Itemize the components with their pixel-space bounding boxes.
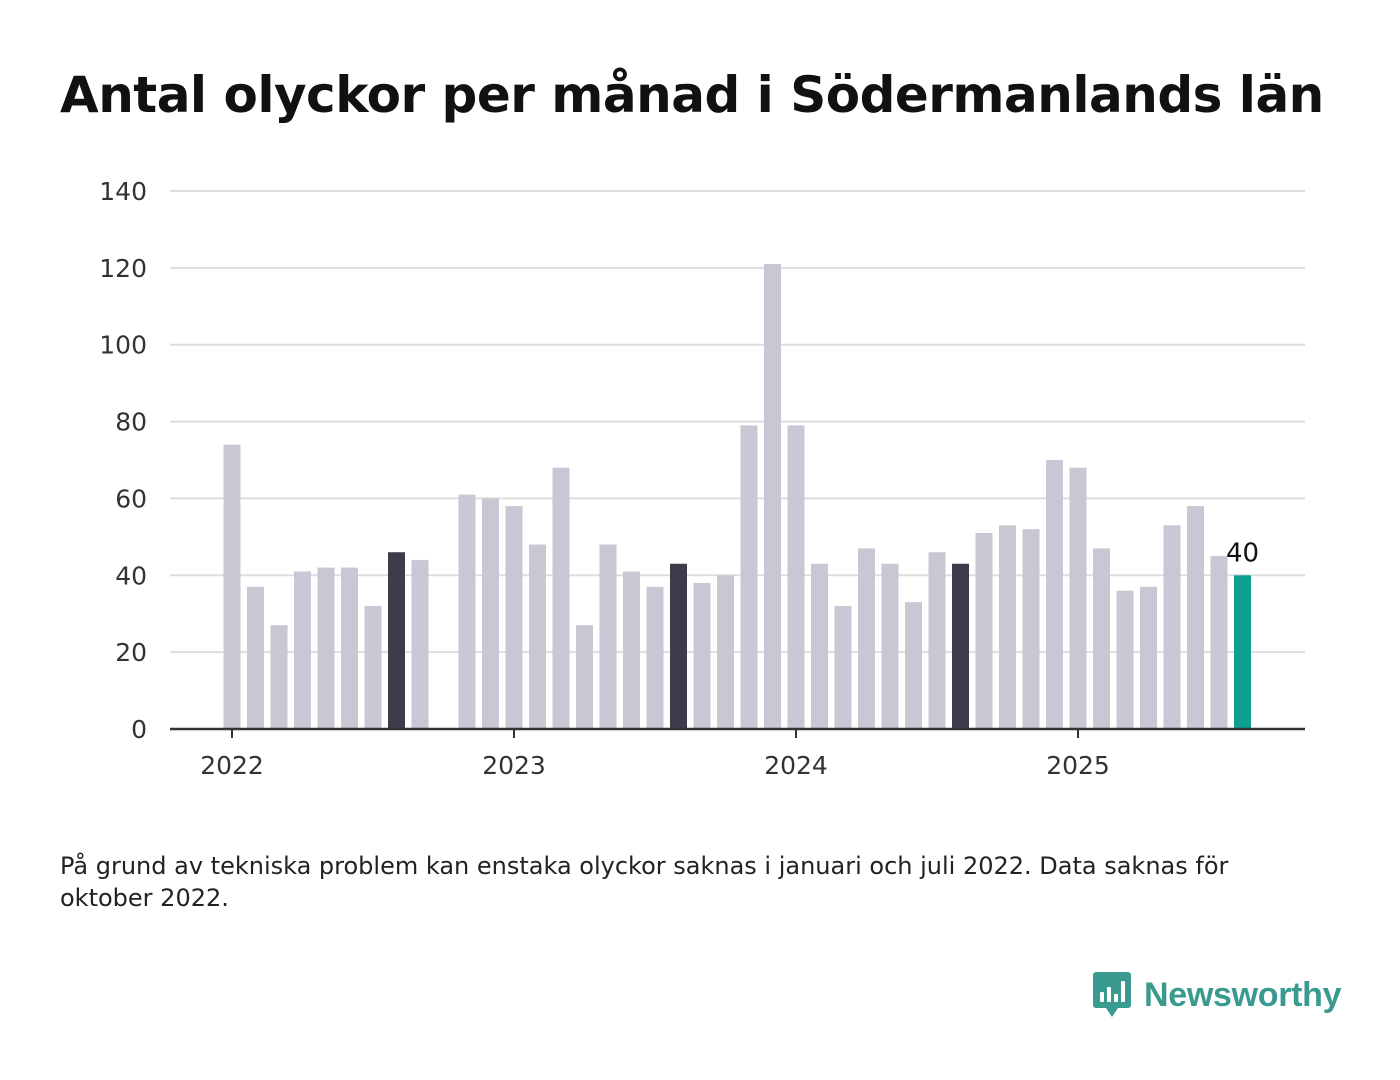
bar	[693, 582, 711, 729]
bar-value-label: 40	[1226, 538, 1259, 568]
bar	[999, 525, 1016, 729]
bar	[599, 544, 617, 729]
bar	[858, 548, 875, 729]
bar	[1234, 575, 1251, 729]
y-tick-label: 140	[99, 177, 147, 206]
bar	[364, 606, 382, 729]
bar	[1093, 548, 1110, 729]
bar	[576, 625, 593, 729]
x-tick-label: 2024	[764, 751, 828, 780]
bar	[388, 552, 405, 729]
bar	[552, 467, 570, 729]
y-tick-label: 20	[115, 638, 147, 667]
bar	[505, 506, 523, 729]
bar	[811, 563, 828, 729]
chart-title: Antal olyckor per månad i Södermanlands …	[60, 66, 1324, 124]
gridlines	[170, 190, 1305, 654]
bar	[670, 563, 687, 729]
bar	[1069, 467, 1087, 729]
bar	[1163, 525, 1181, 729]
newsworthy-logo[interactable]: Newsworthy	[1092, 970, 1342, 1020]
bar	[646, 586, 664, 729]
y-tick-label: 40	[115, 561, 147, 590]
bar	[223, 444, 241, 729]
y-tick-label: 80	[115, 408, 147, 437]
bar	[1187, 506, 1204, 729]
x-tick-label: 2025	[1046, 751, 1110, 780]
bar	[928, 552, 946, 729]
bar	[952, 563, 969, 729]
bar	[740, 425, 758, 729]
bar	[317, 567, 335, 729]
x-axis-ticks: 2022 2023 2024 2025	[200, 729, 1110, 780]
bars	[223, 264, 1251, 729]
bar	[482, 498, 499, 729]
bar	[1210, 556, 1228, 729]
annotations: 40	[1226, 538, 1259, 568]
bar	[764, 264, 781, 729]
brand-name: Newsworthy	[1144, 975, 1342, 1014]
bar	[411, 559, 429, 729]
bar	[294, 571, 311, 729]
bar	[1022, 529, 1040, 729]
bar	[623, 571, 640, 729]
footnote: På grund av tekniska problem kan enstaka…	[60, 852, 1229, 912]
bar	[1116, 590, 1134, 729]
y-tick-label: 120	[99, 254, 147, 283]
bar	[787, 425, 805, 729]
bar-chart-logo-icon	[1093, 972, 1131, 1017]
bar	[905, 602, 922, 729]
bar	[881, 563, 899, 729]
bar	[1046, 460, 1063, 729]
bar	[717, 575, 734, 729]
y-tick-label: 0	[131, 715, 147, 744]
y-tick-label: 100	[99, 331, 147, 360]
y-axis-ticks: 0 20 40 60 80 100 120 140	[99, 177, 147, 744]
x-tick-label: 2023	[482, 751, 546, 780]
bar	[458, 494, 476, 729]
bar	[834, 606, 852, 729]
bar	[270, 625, 288, 729]
bar	[341, 567, 358, 729]
bar	[529, 544, 546, 729]
bar	[247, 586, 264, 729]
x-tick-label: 2022	[200, 751, 264, 780]
bar	[975, 533, 993, 729]
bar	[1140, 586, 1157, 729]
y-tick-label: 60	[115, 484, 147, 513]
